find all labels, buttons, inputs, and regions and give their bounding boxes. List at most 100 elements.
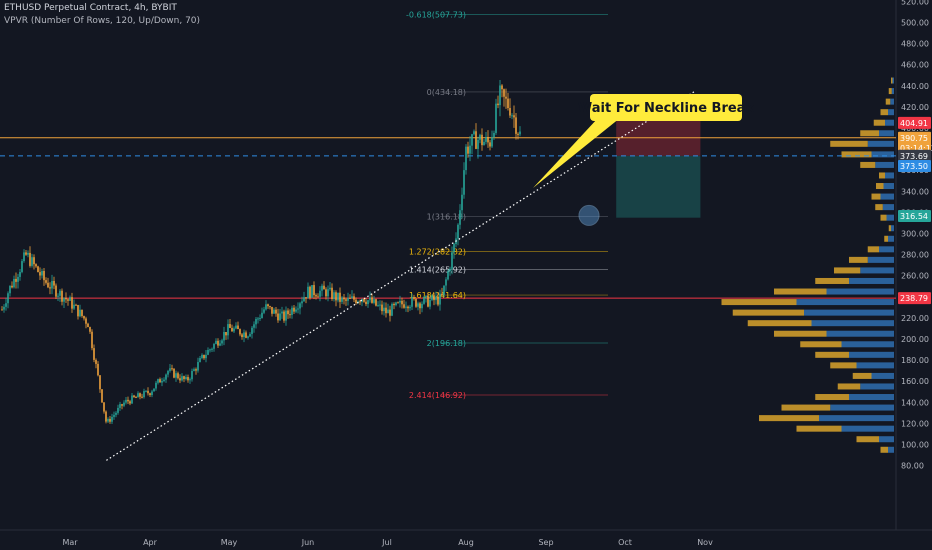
price-tick-label: 440.00 (901, 82, 929, 91)
candle-body (273, 309, 275, 314)
volume-bar-up (811, 320, 894, 327)
candle-body (1, 309, 3, 311)
volume-bar-down (880, 109, 888, 116)
candle-body (423, 297, 425, 304)
volume-bar-down (830, 362, 857, 369)
volume-bar-up (867, 140, 894, 147)
volume-bar-down (815, 277, 849, 284)
volume-bar-down (871, 193, 881, 200)
candle-body (63, 297, 65, 302)
volume-bar-up (888, 446, 894, 453)
candle-body (11, 285, 13, 288)
candle-body (291, 307, 293, 315)
candle-body (389, 309, 391, 316)
price-tick-label: 480.00 (901, 40, 929, 49)
candle-body (77, 305, 79, 317)
price-tag-label: 404.91 (900, 119, 928, 128)
candle-body (275, 309, 277, 314)
candle-body (93, 348, 95, 360)
candle-body (385, 307, 387, 314)
time-tick-label: Aug (458, 538, 474, 547)
candle-body (493, 132, 495, 138)
candle-body (217, 340, 219, 346)
candle-body (31, 257, 33, 266)
volume-bar-down (834, 267, 861, 274)
candle-body (91, 331, 93, 349)
volume-bar-down (774, 288, 827, 295)
price-tag-label: 373.69 (900, 152, 928, 161)
candle-body (471, 134, 473, 146)
candle-body (365, 301, 367, 305)
candle-body (153, 388, 155, 392)
indicator-label[interactable]: VPVR (Number Of Rows, 120, Up/Down, 70) (4, 16, 201, 26)
candle-body (263, 309, 265, 313)
candle-body (27, 252, 29, 255)
candle-body (111, 416, 113, 422)
candle-body (415, 298, 417, 307)
candle-body (183, 376, 185, 380)
candle-body (451, 252, 453, 269)
volume-bar-down (815, 351, 849, 358)
candle-body (329, 287, 331, 290)
candle-body (209, 349, 211, 351)
candle-body (255, 319, 257, 325)
symbol-title[interactable]: ETHUSD Perpetual Contract, 4h, BYBIT (4, 3, 177, 13)
volume-profile (721, 77, 894, 453)
fib-level-label: 2(196.18) (427, 339, 466, 348)
volume-bar-down (867, 246, 879, 253)
price-axis: 80.00 100.00 120.00 140.00 160.00 180.00 200.0… (895, 0, 932, 530)
candle-body (355, 299, 357, 304)
candle-body (267, 304, 269, 307)
candle-body (191, 370, 193, 380)
volume-bar-down (852, 372, 872, 379)
candle-body (15, 278, 17, 282)
candle-body (481, 134, 483, 146)
candle-body (35, 264, 37, 267)
candle-body (433, 295, 435, 301)
candle-body (327, 289, 329, 297)
candle-body (55, 285, 57, 297)
time-tick-label: Jun (301, 538, 315, 547)
candle-body (189, 379, 191, 381)
candle-body (489, 142, 491, 147)
candle-body (361, 298, 363, 302)
candle-body (309, 286, 311, 298)
candle-body (59, 290, 61, 296)
price-tick-label: 460.00 (901, 61, 929, 70)
candle-body (305, 297, 307, 299)
candle-body (103, 402, 105, 412)
price-tick-label: 140.00 (901, 398, 929, 407)
candle-body (369, 297, 371, 301)
price-tick-label: 220.00 (901, 314, 929, 323)
candle-body (323, 285, 325, 290)
volume-bar-up (883, 183, 894, 190)
candle-body (243, 332, 245, 338)
candle-body (145, 390, 147, 392)
candle-body (303, 297, 305, 302)
candle-body (181, 376, 183, 381)
volume-bar-down (781, 404, 831, 411)
candle-body (185, 377, 187, 380)
candle-body (157, 379, 159, 383)
candle-body (269, 306, 271, 308)
fibonacci-extension: -0.618(507.73) 0(434.18) 1(316.18) 1.272(28… (406, 10, 608, 400)
candle-body (227, 324, 229, 336)
candle-body (45, 280, 47, 283)
candle-body (321, 285, 323, 291)
volume-bar-up (875, 161, 894, 168)
candle-body (261, 312, 263, 319)
volume-bar-up (796, 299, 894, 306)
candle-body (131, 395, 133, 404)
candle-body (187, 377, 189, 381)
volume-bar-up (871, 372, 894, 379)
candle-body (393, 303, 395, 306)
candle-body (53, 280, 55, 286)
candle-body (499, 85, 501, 106)
volume-bar-down (841, 151, 872, 158)
candle-body (247, 336, 249, 338)
candle-body (391, 303, 393, 316)
candle-body (445, 279, 447, 286)
candle-body (95, 359, 97, 364)
